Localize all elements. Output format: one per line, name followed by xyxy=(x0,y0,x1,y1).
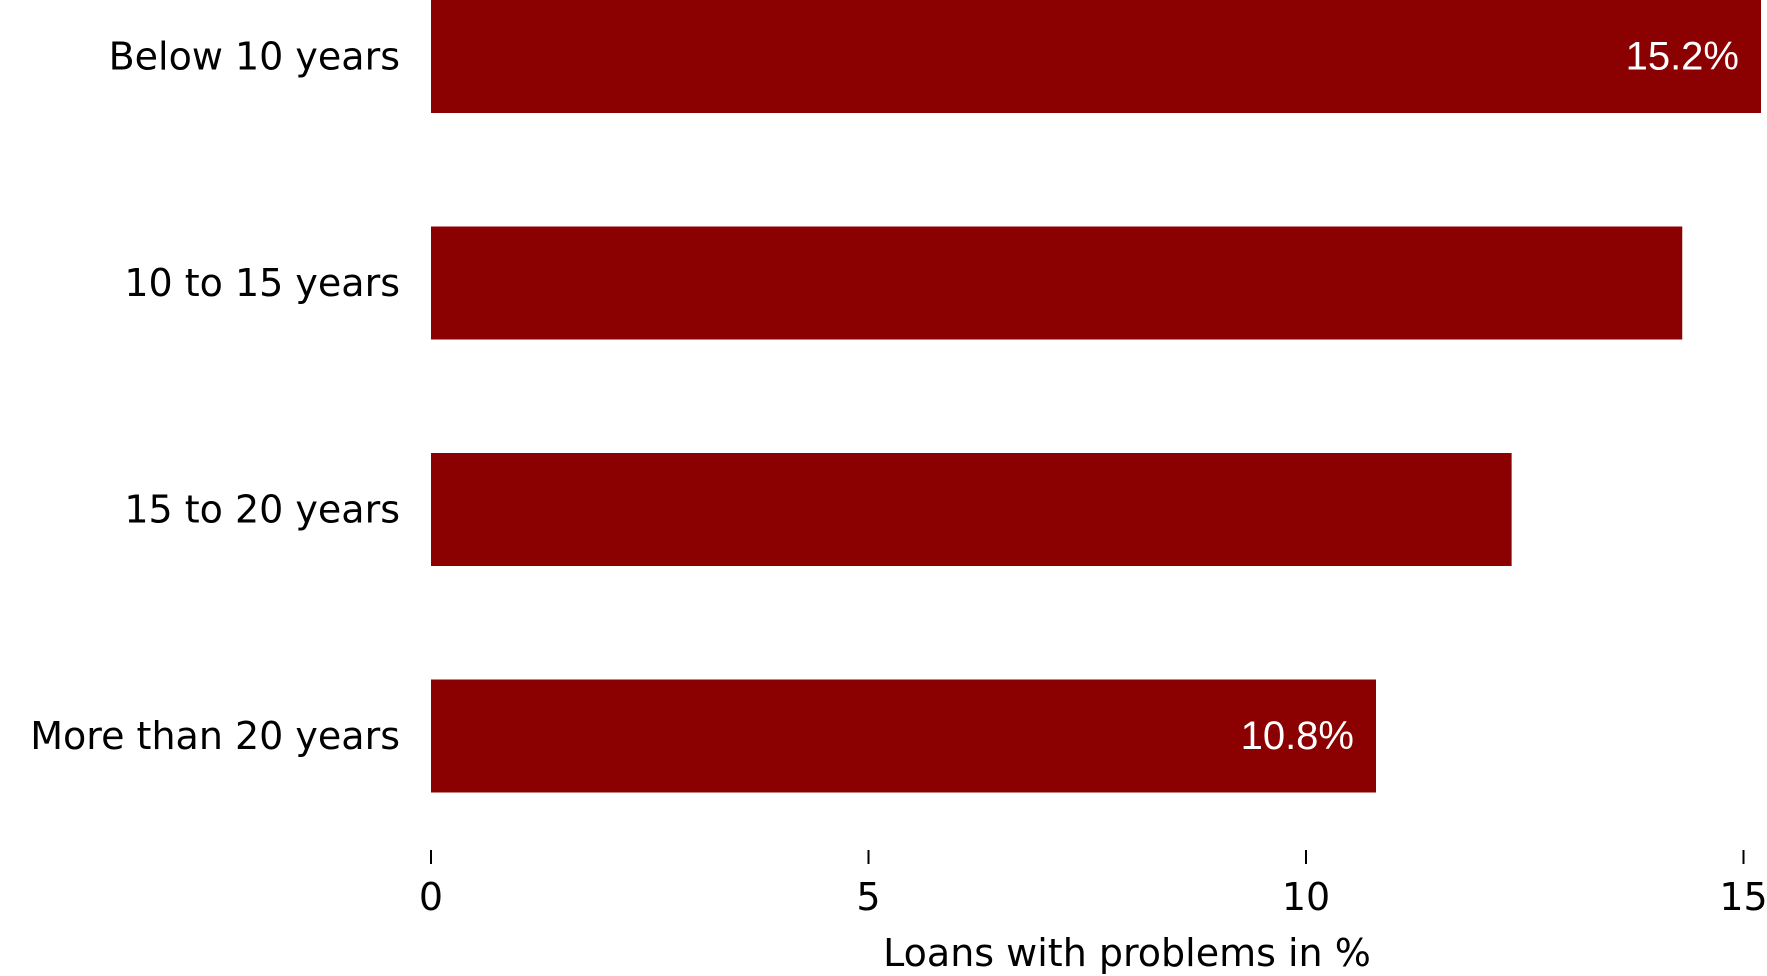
x-tick-label: 5 xyxy=(856,875,880,919)
bar xyxy=(431,453,1512,566)
bar xyxy=(431,226,1683,340)
category-label: 15 to 20 years xyxy=(124,488,400,532)
x-tick-label: 15 xyxy=(1719,875,1767,919)
data-label: 15.2% xyxy=(1626,35,1739,79)
x-axis: 0 5 10 15 xyxy=(419,850,1767,919)
category-label: 10 to 15 years xyxy=(124,261,400,305)
category-labels: Below 10 years 10 to 15 years 15 to 20 yea… xyxy=(30,35,400,759)
category-label: Below 10 years xyxy=(109,35,400,79)
bars-group xyxy=(431,0,1761,793)
bar xyxy=(431,0,1761,113)
data-label: 10.8% xyxy=(1241,714,1354,758)
data-labels: 15.2% 10.8% xyxy=(1241,35,1739,759)
bar xyxy=(431,679,1376,793)
category-label: More than 20 years xyxy=(30,714,400,758)
x-tick-label: 10 xyxy=(1282,875,1330,919)
x-axis-title: Loans with problems in % xyxy=(883,931,1371,975)
x-tick-label: 0 xyxy=(419,875,443,919)
